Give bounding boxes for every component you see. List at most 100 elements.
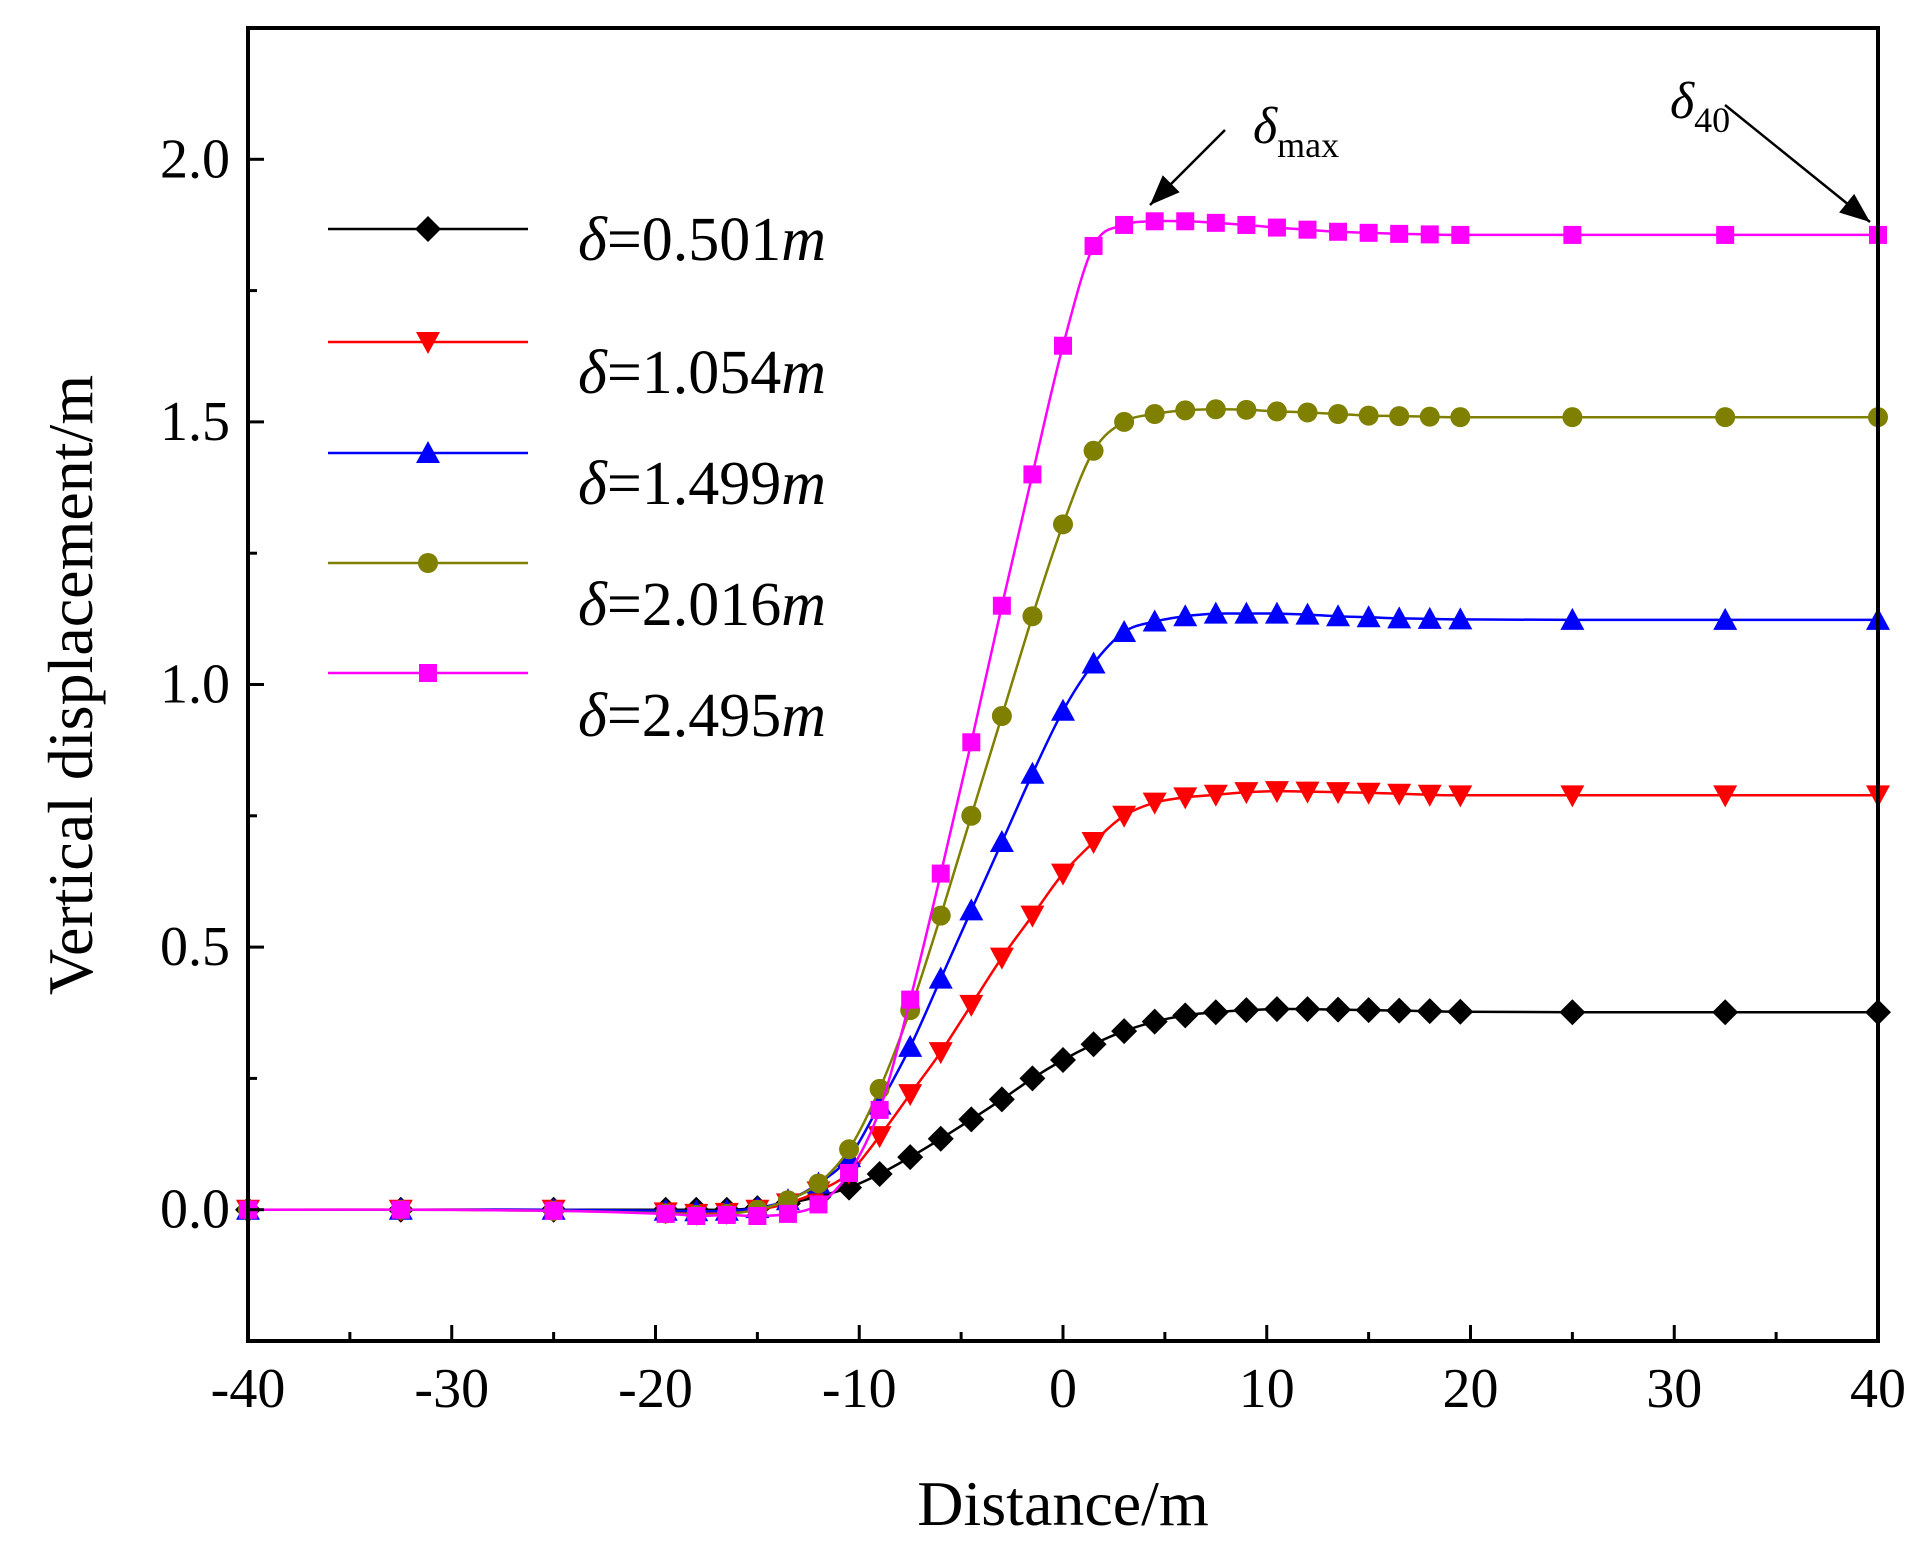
data-point [1203,601,1228,624]
data-point [1390,224,1409,243]
data-point [1205,399,1226,420]
data-point [1173,604,1198,627]
data-point [1172,1002,1199,1029]
data-point [931,864,950,883]
data-point [1562,407,1583,428]
data-point [1386,997,1413,1024]
data-point [1022,606,1043,627]
data-point [391,1200,410,1219]
data-point [897,1144,924,1171]
data-point [1234,782,1259,805]
data-point [959,994,984,1017]
data-point [1447,998,1474,1025]
data-point [687,1207,706,1226]
data-point [1563,225,1582,244]
data-point [1264,601,1289,624]
x-tick-label: -30 [414,1358,489,1420]
x-tick-label: 10 [1239,1358,1295,1420]
annotation-max: δmax [1149,98,1339,206]
data-point [1084,236,1103,255]
data-point [1145,212,1164,231]
data-point [1266,401,1287,422]
data-point [927,1125,954,1152]
data-point [1053,514,1073,535]
data-point [898,1034,923,1057]
data-point [1234,601,1259,624]
data-point [1713,607,1738,630]
data-point [1416,998,1443,1025]
legend-item-4: δ=2.495m [328,664,826,750]
data-point [1112,619,1137,642]
data-point [1417,784,1442,807]
data-point [962,733,981,752]
y-tick-label: 1.0 [160,654,230,716]
data-point [1083,440,1104,461]
data-point [1355,997,1382,1024]
data-point [808,1173,829,1194]
data-point [748,1207,767,1226]
data-point [989,947,1014,970]
x-tick-label: -40 [211,1358,286,1420]
series-0 [235,996,1891,1223]
data-point [1263,996,1290,1023]
data-point [1051,698,1075,721]
data-point [1328,404,1349,425]
annotation-arrowhead [1150,175,1180,205]
series-3 [238,399,1888,1225]
annotation-arrowhead [1839,193,1870,222]
data-point [839,1139,860,1160]
series-1 [236,781,1890,1226]
legend: δ=0.501m δ=1.054m δ=1.499m δ=2.016m δ=2.495m [328,206,826,750]
data-point [1237,215,1256,234]
data-point [1295,602,1320,625]
data-point [1050,1047,1076,1074]
legend-item-0: δ=0.501m [328,206,826,274]
data-point [1448,607,1473,630]
y-tick-label: 2.0 [160,128,230,190]
legend-marker [415,216,441,242]
data-point [1175,400,1196,421]
data-point [1325,996,1352,1023]
data-point [1356,782,1381,805]
data-point [1387,606,1412,629]
data-point [1294,996,1321,1023]
series-line-2 [248,612,1878,1213]
data-point [1114,411,1135,432]
data-point [1715,407,1736,428]
data-point [1417,606,1442,629]
series-4 [239,212,1887,1226]
data-point [958,1106,985,1133]
data-point [1359,223,1378,242]
data-point [1560,607,1585,630]
legend-marker [418,553,438,573]
ticks-layer: -40 -30 -20 -10 0 10 20 30 40 0.0 0.5 1.0 1.5 2.0 [160,26,1906,1420]
legend-marker [419,664,437,682]
data-point [1450,407,1471,428]
data-point [867,1126,892,1149]
data-point [1264,781,1289,804]
series-line-1 [248,789,1878,1216]
data-point [1020,905,1045,928]
legend-item-1: δ=1.054m [328,332,826,407]
legend-label: δ=1.054m [578,339,826,407]
legend-label: δ=1.499m [578,450,826,518]
data-point [1387,783,1412,806]
data-point [1298,220,1317,239]
x-tick-label: 20 [1443,1358,1499,1420]
data-point [1112,805,1137,828]
series-2 [236,601,1890,1222]
data-point [1356,605,1381,628]
data-point [1144,404,1165,425]
data-point [1233,997,1260,1024]
y-axis-title: Vertical displacement/m [35,375,106,995]
data-point [1329,222,1348,241]
data-point [1142,792,1167,815]
data-point [1451,225,1470,244]
data-point [809,1195,828,1214]
data-point [991,706,1012,727]
data-point [1023,465,1042,484]
data-point [992,596,1011,615]
data-point [1206,213,1225,232]
data-point [1448,785,1473,808]
